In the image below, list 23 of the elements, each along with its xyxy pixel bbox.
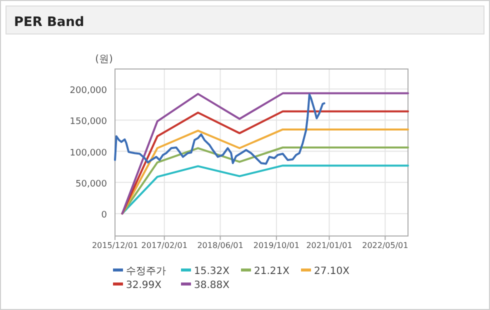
legend-label: 38.88X [194,280,230,291]
line-series [121,164,409,215]
y-tick-label: 0 [101,210,108,221]
legend-label: 32.99X [126,280,162,291]
x-tick-label: 2021/01/01 [306,241,352,250]
legend-label: 27.10X [314,266,350,277]
legend-label: 21.21X [254,266,290,277]
y-tick-label: 50,000 [76,179,108,190]
y-tick-label: 150,000 [70,117,108,128]
x-tick-label: 2019/10/01 [253,241,300,250]
x-tick-label: 2015/12/01 [92,241,138,250]
y-tick-label: 200,000 [70,86,108,96]
line-series [121,146,409,215]
x-tick-label: 2018/06/01 [197,241,244,250]
y-tick-label: 100,000 [70,148,108,158]
chart-title: PER Band [14,15,84,30]
x-tick-label: 2022/05/01 [362,241,408,250]
line-series [121,128,409,215]
legend-label: 수정주가 [126,266,166,277]
legend-label: 15.32X [194,266,230,277]
x-tick-label: 2017/02/01 [141,241,188,250]
line-series [114,94,326,165]
y-axis-title: (원) [95,54,113,65]
